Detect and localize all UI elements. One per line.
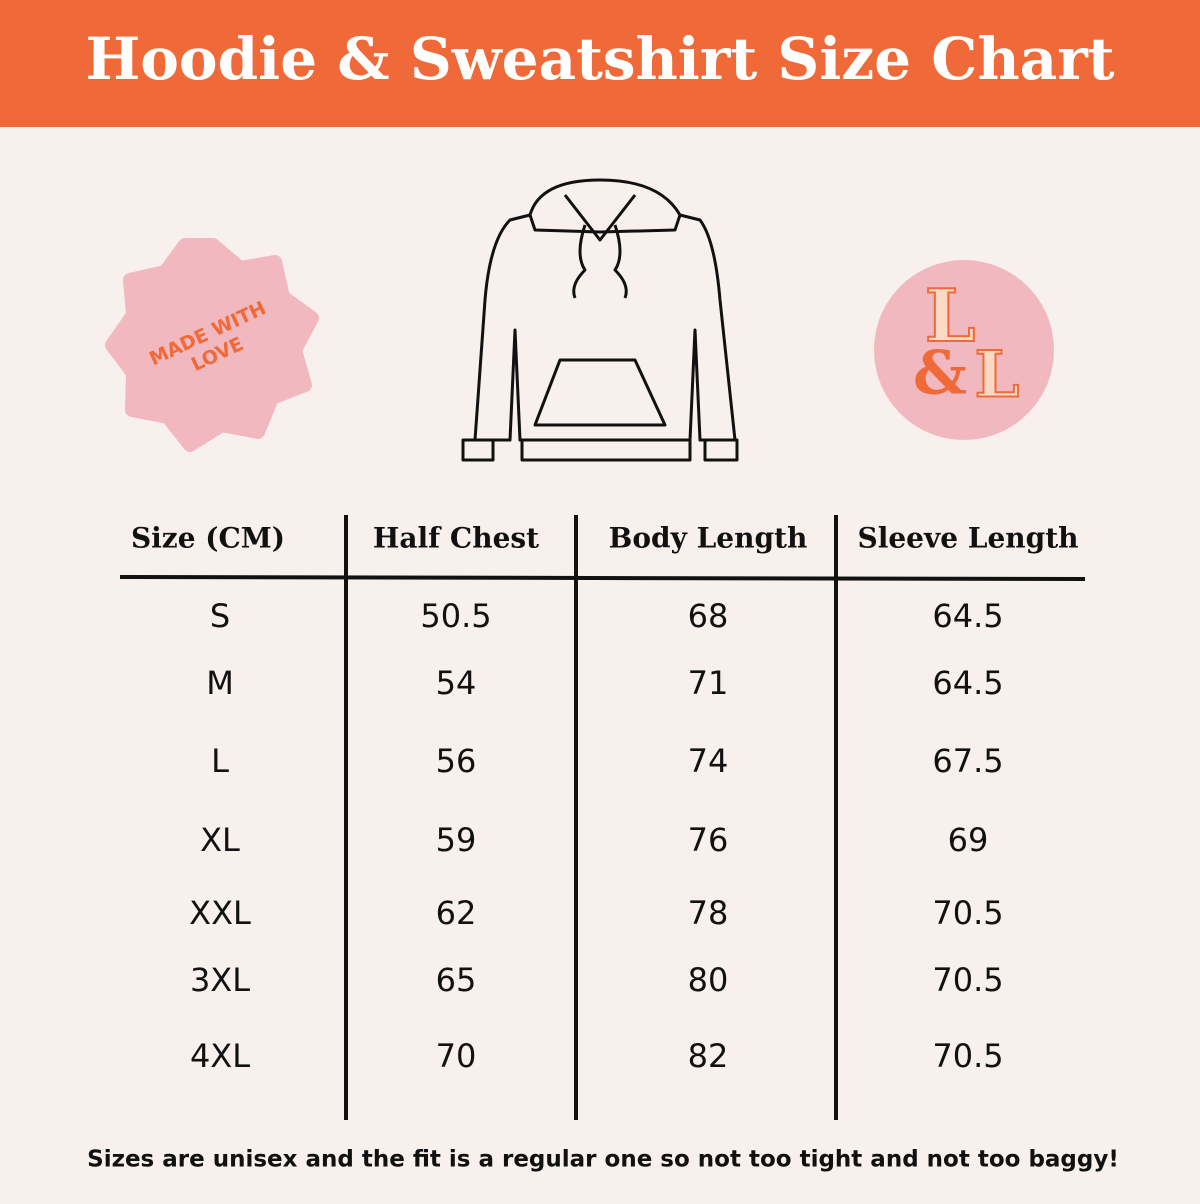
title: Hoodie & Sweatshirt Size Chart: [85, 25, 1114, 93]
measure-cell: 71: [688, 664, 729, 702]
column-header: Half Chest: [373, 522, 539, 555]
measure-cell: 80: [688, 961, 729, 999]
size-cell: 4XL: [190, 1037, 250, 1075]
size-cell: M: [206, 664, 234, 702]
measure-cell: 70.5: [932, 961, 1003, 999]
size-cell: S: [210, 597, 230, 635]
header-bar: [0, 0, 1200, 127]
measure-cell: 70.5: [932, 894, 1003, 932]
footer-note: Sizes are unisex and the fit is a regula…: [87, 1147, 1119, 1173]
size-cell: XXL: [189, 894, 251, 932]
logo-letter: L: [925, 273, 976, 358]
measure-cell: 78: [688, 894, 729, 932]
measure-cell: 56: [436, 742, 477, 780]
column-header: Size (CM): [131, 522, 285, 555]
table: Size (CM) Half Chest Body Length Sleeve Len…: [131, 522, 1079, 1076]
logo-letter: L: [975, 338, 1020, 413]
measure-cell: 70.5: [932, 1037, 1003, 1075]
table-rules: [119, 515, 1086, 1120]
column-header: Sleeve Length: [857, 522, 1078, 555]
measure-cell: 68: [688, 597, 729, 635]
measure-cell: 59: [436, 821, 477, 859]
measure-cell: 76: [688, 821, 729, 859]
measure-cell: 50.5: [420, 597, 491, 635]
measure-cell: 62: [436, 894, 477, 932]
measure-cell: 82: [688, 1037, 729, 1075]
size-cell: XL: [200, 821, 240, 859]
logo-circle: [874, 260, 1054, 440]
measure-cell: 64.5: [932, 597, 1003, 635]
measure-cell: 69: [948, 821, 989, 859]
hoodie-icon: [461, 178, 739, 462]
measure-cell: 74: [688, 742, 729, 780]
logo-amp: &: [913, 339, 967, 409]
measure-cell: 65: [436, 961, 477, 999]
measure-cell: 54: [436, 664, 477, 702]
measure-cell: 70: [436, 1037, 477, 1075]
badge-shape: [105, 238, 319, 452]
measure-cell: 64.5: [932, 664, 1003, 702]
size-cell: L: [211, 742, 229, 780]
header-rule: [119, 575, 1086, 581]
measure-cell: 67.5: [932, 742, 1003, 780]
size-cell: 3XL: [190, 961, 250, 999]
column-header: Body Length: [609, 522, 808, 555]
